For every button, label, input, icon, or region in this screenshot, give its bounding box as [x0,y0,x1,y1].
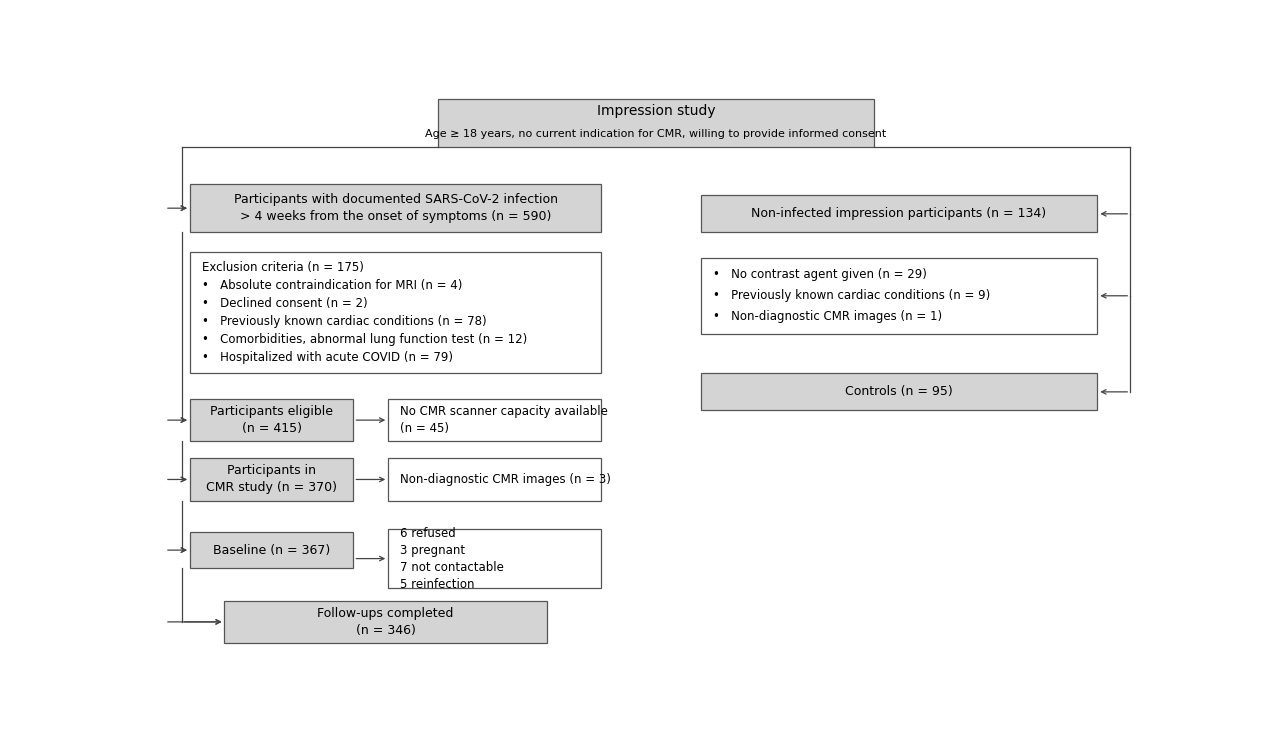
Text: •   Previously known cardiac conditions (n = 9): • Previously known cardiac conditions (n… [713,289,989,302]
FancyBboxPatch shape [189,399,353,441]
Text: Participants eligible
(n = 415): Participants eligible (n = 415) [210,405,333,435]
Text: •   Declined consent (n = 2): • Declined consent (n = 2) [202,297,367,310]
Text: Non-diagnostic CMR images (n = 3): Non-diagnostic CMR images (n = 3) [401,473,611,486]
Text: •   Absolute contraindication for MRI (n = 4): • Absolute contraindication for MRI (n =… [202,279,462,292]
FancyBboxPatch shape [700,374,1097,410]
Text: •   Comorbidities, abnormal lung function test (n = 12): • Comorbidities, abnormal lung function … [202,333,527,346]
FancyBboxPatch shape [189,252,602,374]
Text: •   Previously known cardiac conditions (n = 78): • Previously known cardiac conditions (n… [202,315,486,328]
Text: •   No contrast agent given (n = 29): • No contrast agent given (n = 29) [713,269,927,281]
Text: Follow-ups completed
(n = 346): Follow-ups completed (n = 346) [317,607,454,637]
FancyBboxPatch shape [438,99,874,148]
Text: Participants with documented SARS-CoV-2 infection
> 4 weeks from the onset of sy: Participants with documented SARS-CoV-2 … [234,193,558,223]
FancyBboxPatch shape [388,529,602,588]
FancyBboxPatch shape [189,531,353,568]
FancyBboxPatch shape [388,399,602,441]
FancyBboxPatch shape [189,184,602,232]
FancyBboxPatch shape [189,458,353,501]
Text: 6 refused
3 pregnant
7 not contactable
5 reinfection: 6 refused 3 pregnant 7 not contactable 5… [401,526,504,591]
Text: Controls (n = 95): Controls (n = 95) [845,385,952,399]
FancyBboxPatch shape [388,458,602,501]
FancyBboxPatch shape [224,600,547,643]
Text: •   Hospitalized with acute COVID (n = 79): • Hospitalized with acute COVID (n = 79) [202,351,453,364]
FancyBboxPatch shape [700,195,1097,232]
Text: Impression study: Impression study [596,104,716,118]
Text: No CMR scanner capacity available
(n = 45): No CMR scanner capacity available (n = 4… [401,405,608,435]
Text: Baseline (n = 367): Baseline (n = 367) [212,544,330,556]
Text: •   Non-diagnostic CMR images (n = 1): • Non-diagnostic CMR images (n = 1) [713,310,942,323]
FancyBboxPatch shape [700,258,1097,334]
Text: Non-infected impression participants (n = 134): Non-infected impression participants (n … [751,207,1047,220]
Text: Participants in
CMR study (n = 370): Participants in CMR study (n = 370) [206,465,337,495]
Text: Exclusion criteria (n = 175): Exclusion criteria (n = 175) [202,261,364,275]
Text: Age ≥ 18 years, no current indication for CMR, willing to provide informed conse: Age ≥ 18 years, no current indication fo… [425,128,887,139]
